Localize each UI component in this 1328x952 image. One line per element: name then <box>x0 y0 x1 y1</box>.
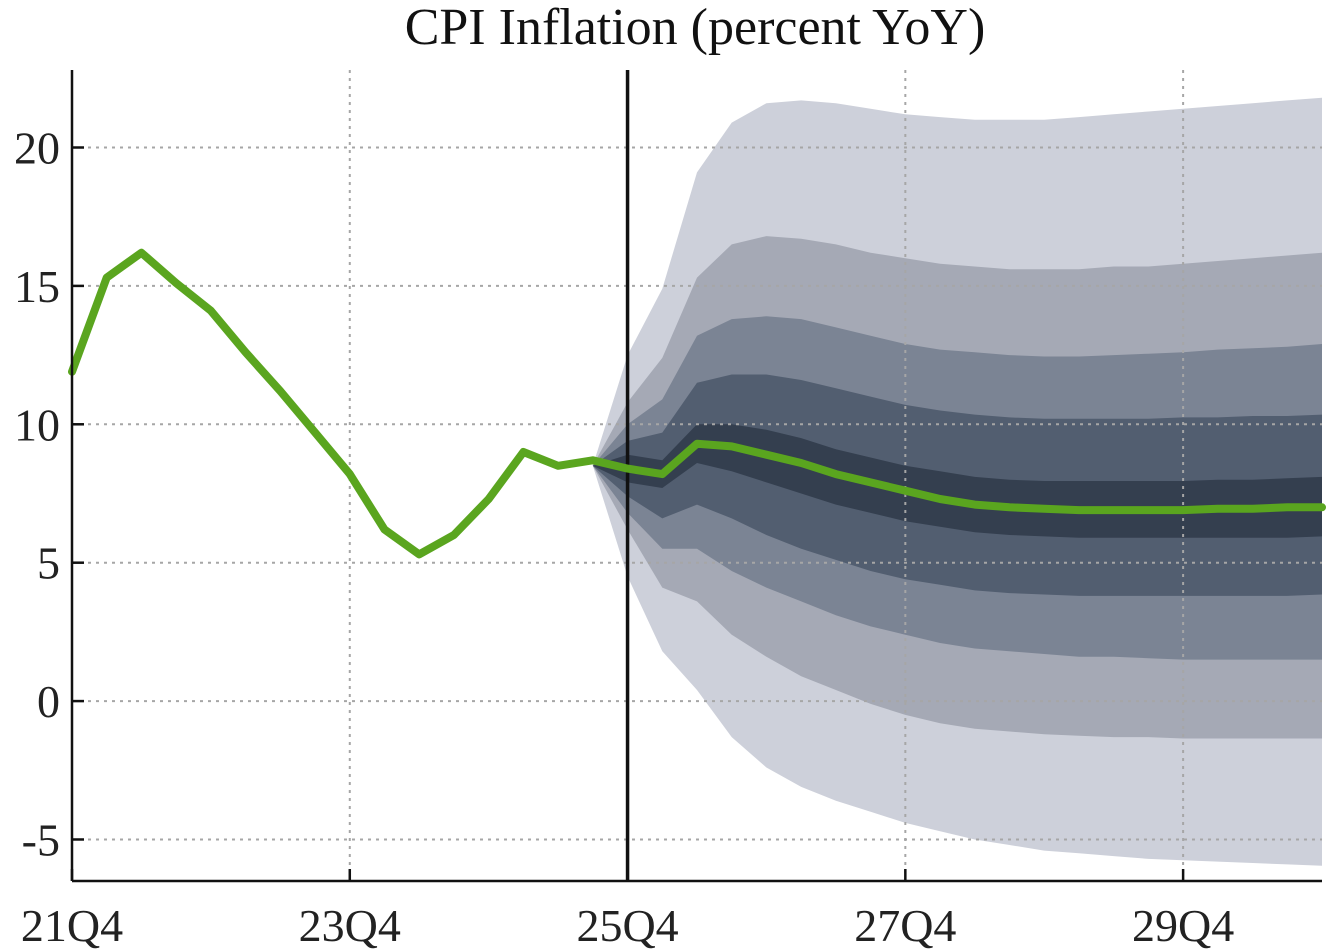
y-tick-label: -5 <box>22 814 60 865</box>
gridlines <box>72 70 1322 881</box>
fan-bands <box>592 97 1322 866</box>
axes <box>70 70 1322 883</box>
y-tick-label: 10 <box>14 399 60 450</box>
y-tick-label: 5 <box>37 538 60 589</box>
x-tick-label: 29Q4 <box>1132 900 1234 951</box>
x-tick-label: 27Q4 <box>854 900 956 951</box>
chart-title: CPI Inflation (percent YoY) <box>405 0 986 56</box>
x-tick-label: 25Q4 <box>576 900 678 951</box>
y-tick-label: 20 <box>14 123 60 174</box>
tick-labels: -5 0 5 10 15 20 21Q4 23Q4 25Q4 27Q4 29Q4 <box>14 123 1234 951</box>
x-tick-label: 23Q4 <box>299 900 401 951</box>
y-tick-label: 0 <box>37 676 60 727</box>
x-tick-label: 21Q4 <box>21 900 123 951</box>
series-lines <box>68 70 1326 881</box>
y-tick-label: 15 <box>14 261 60 312</box>
series-line-cpi <box>68 248 1326 559</box>
